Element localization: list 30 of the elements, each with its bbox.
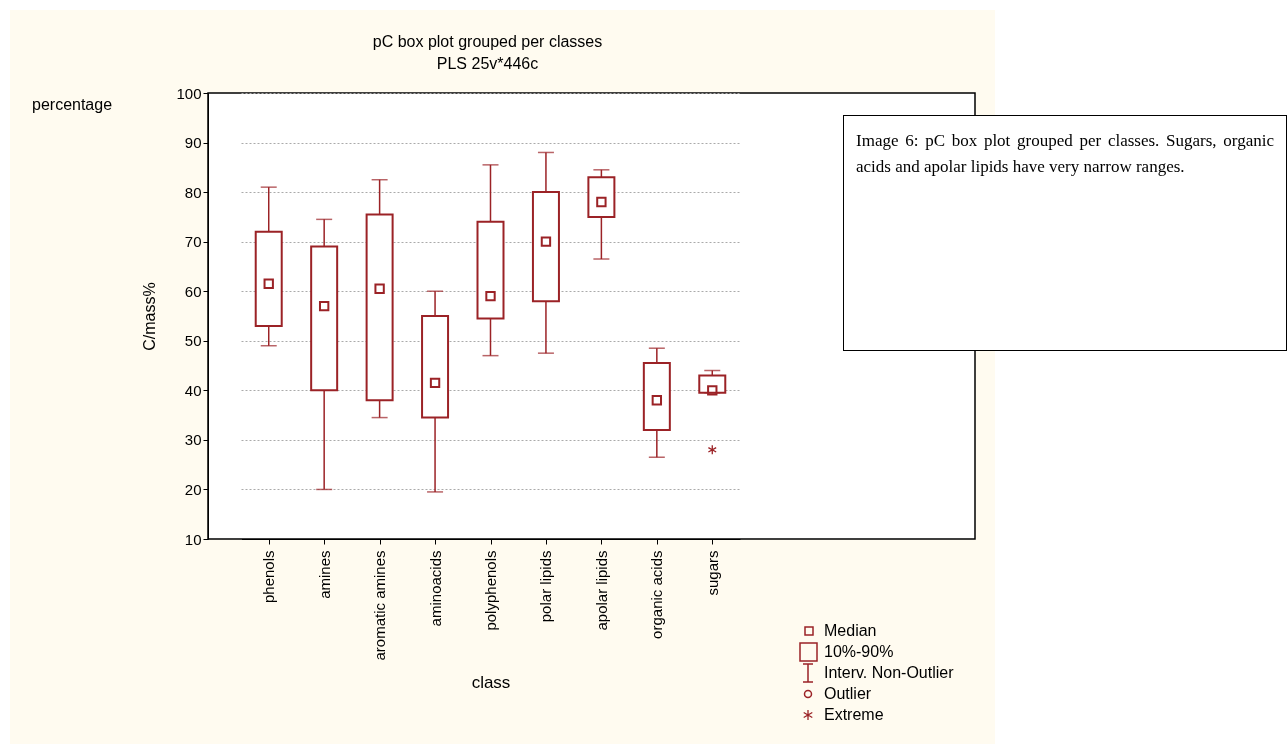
y-tick-label: 40 (184, 381, 202, 399)
y-tick-label: 100 (176, 84, 202, 102)
text-box: Image 6: pC box plot grouped per classes. Sugars, organic acids and apolar lipids have very narrow ranges. (843, 115, 1287, 351)
text: Extreme (824, 705, 884, 725)
text: percentage (32, 96, 113, 114)
x-tick-label: amines (315, 550, 333, 599)
y-tick-label: 10 (184, 530, 202, 548)
x-tick-label: sugars (703, 550, 721, 596)
text: Outlier (824, 684, 872, 704)
y-tick-label: 90 (184, 134, 202, 152)
text: 10%-90% (824, 642, 894, 662)
x-tick-label: aminoacids (426, 550, 444, 627)
y-tick-label: 80 (184, 183, 202, 201)
chart-subtitle: PLS 25v*446c (436, 55, 539, 72)
y-tick-label: 50 (184, 332, 202, 350)
y-axis-title: C/mass% (141, 282, 159, 351)
text: Interv. Non-Outlier (824, 663, 954, 683)
text: Median (824, 621, 877, 641)
x-tick-label: organic acids (648, 550, 666, 639)
y-tick-label: 20 (184, 480, 202, 498)
x-tick-label: polyphenols (482, 550, 499, 631)
x-axis-title: class (471, 672, 511, 692)
chart-title: pC box plot grouped per classes (372, 33, 603, 50)
y-tick-label: 70 (184, 233, 202, 251)
x-tick-label: apolar lipids (592, 550, 610, 631)
x-tick-label: polar lipids (537, 550, 555, 623)
y-tick-label: 60 (184, 282, 202, 300)
y-tick-label: 30 (184, 431, 202, 449)
x-tick-label: aromatic amines (371, 550, 389, 661)
x-tick-label: phenols (260, 550, 278, 604)
